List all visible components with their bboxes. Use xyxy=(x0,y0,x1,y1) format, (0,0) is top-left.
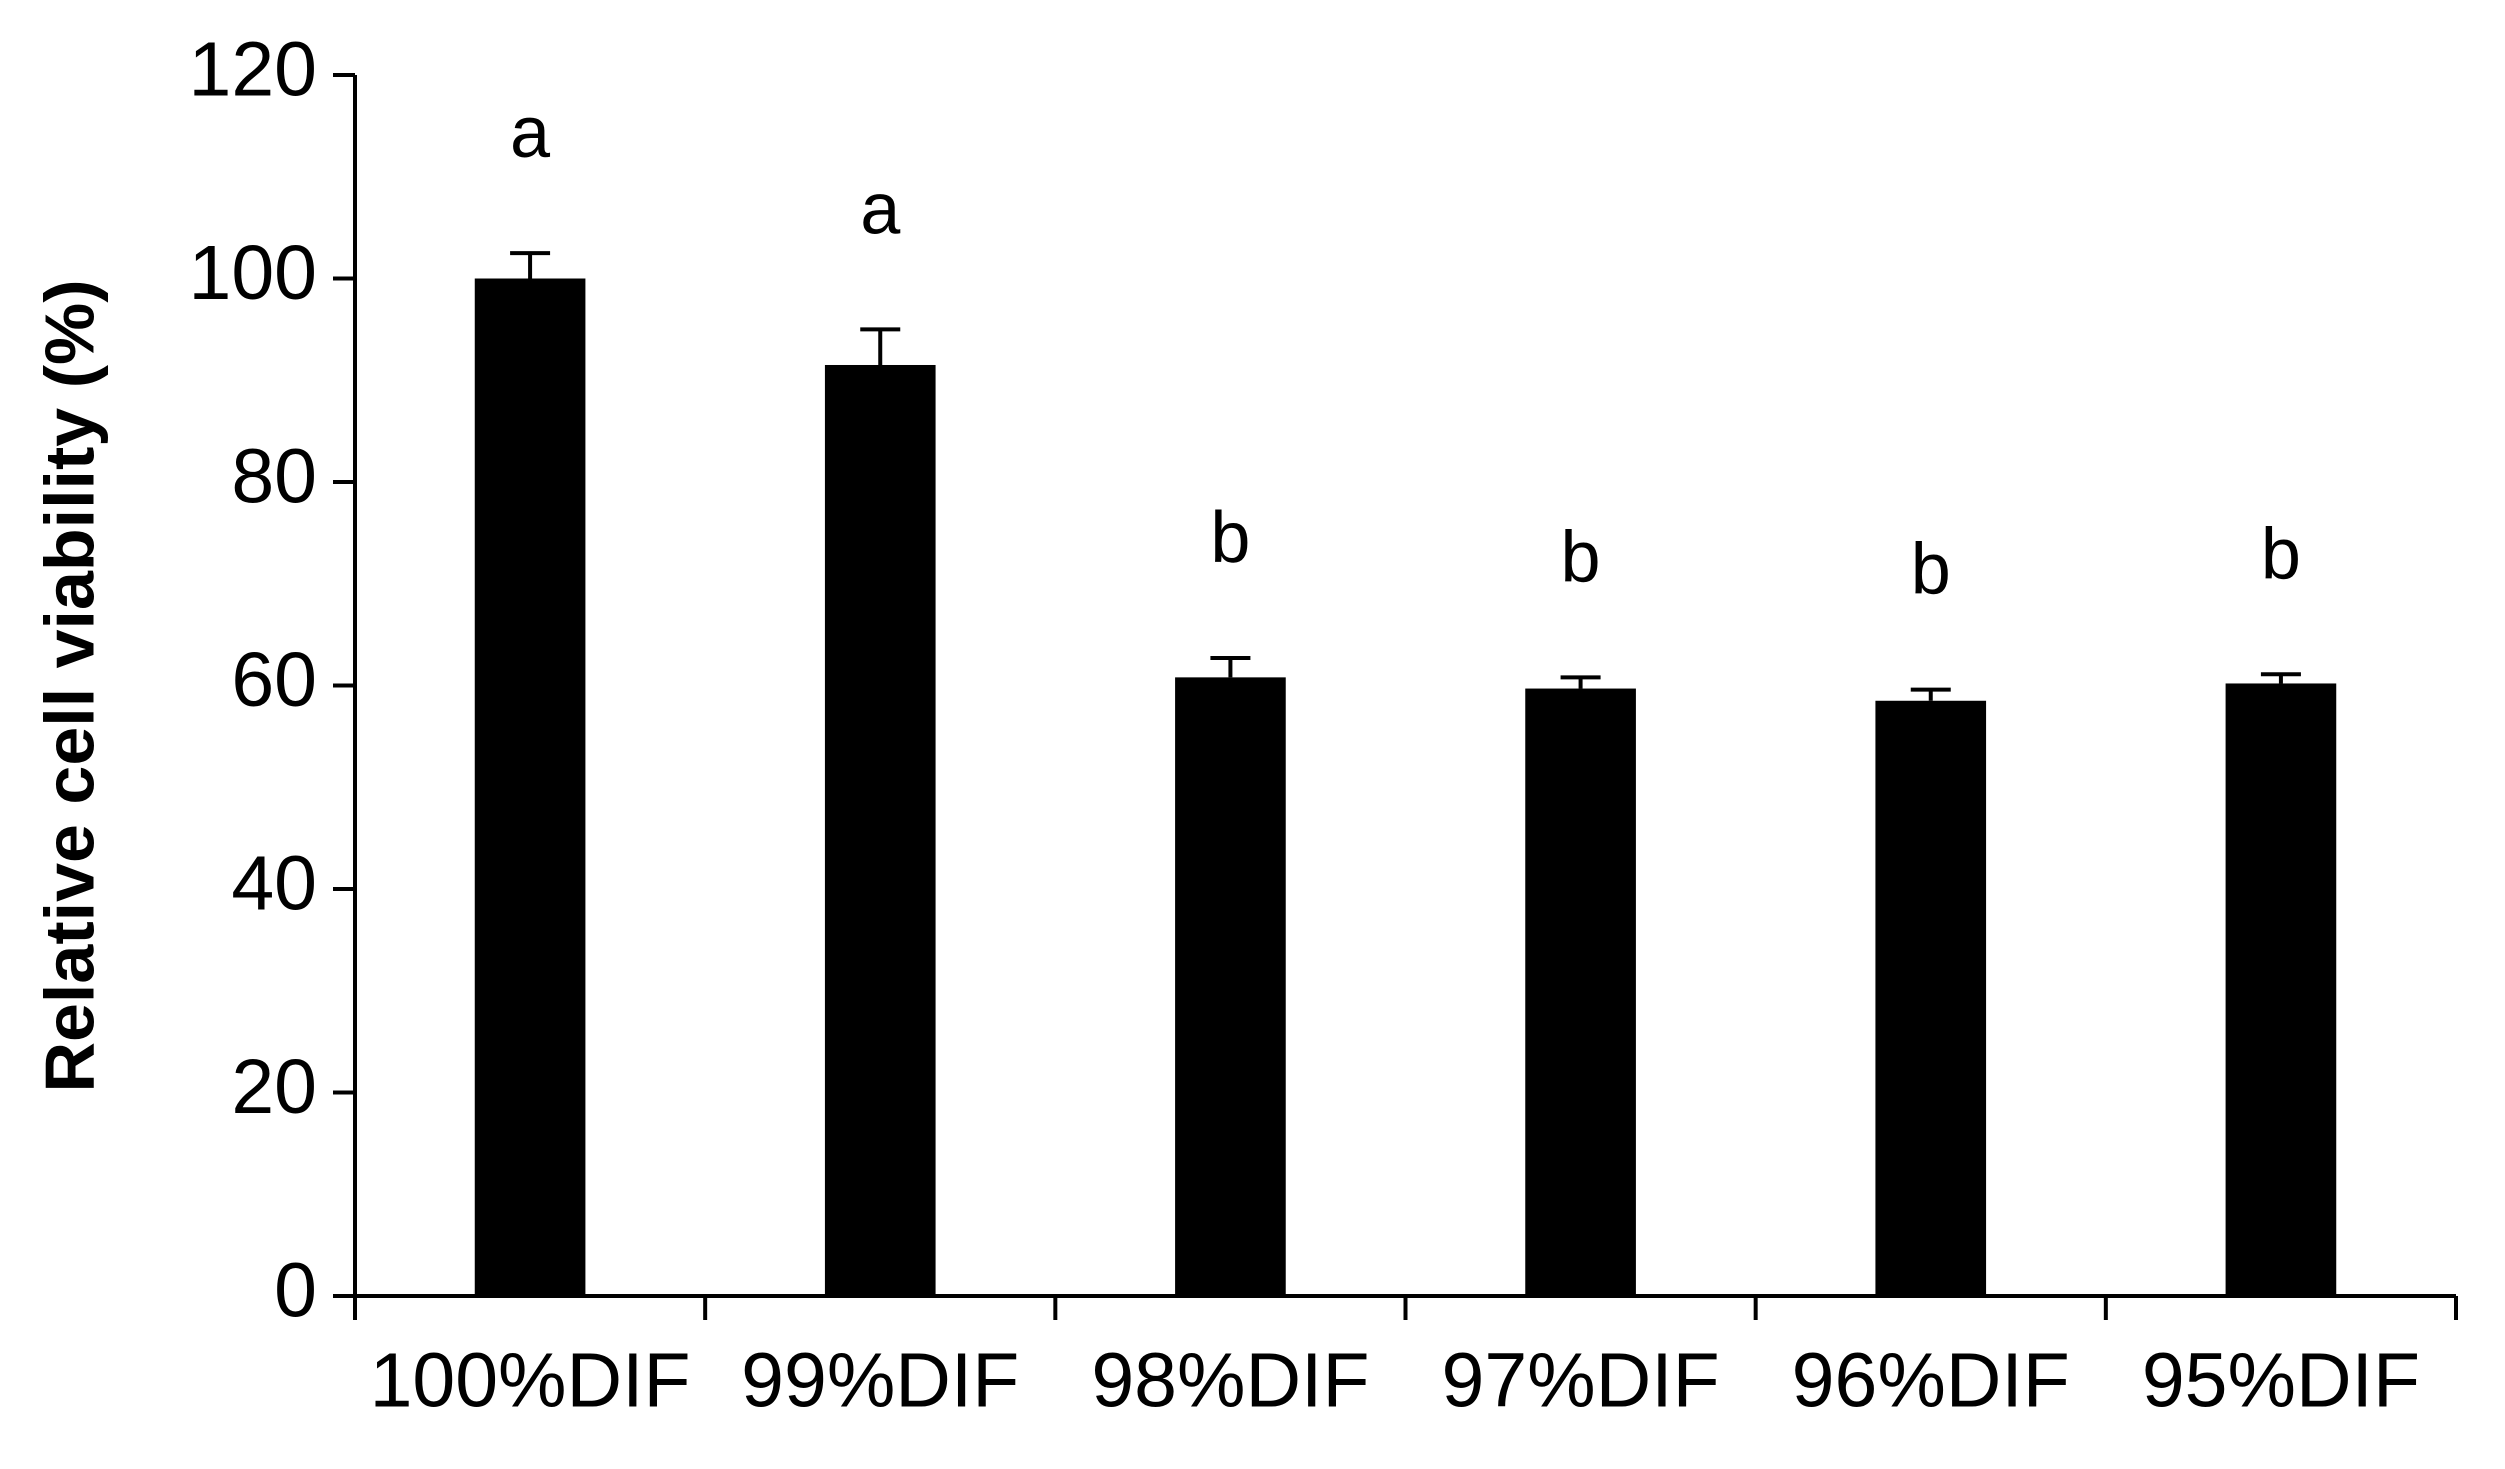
annotation: b xyxy=(1210,498,1250,578)
error-bar xyxy=(1210,656,1251,678)
annotation: a xyxy=(510,93,551,173)
bar xyxy=(474,278,586,1296)
bar xyxy=(1175,677,1286,1296)
x-tick-label: 100%DIF xyxy=(370,1337,691,1423)
error-bar xyxy=(2260,672,2301,684)
annotation: b xyxy=(1561,517,1601,597)
error-bar xyxy=(1910,687,1951,701)
x-tick-label: 95%DIF xyxy=(2142,1337,2420,1423)
error-bar xyxy=(860,327,901,365)
bar xyxy=(824,364,936,1296)
bar xyxy=(2225,683,2337,1296)
annotation: b xyxy=(1911,530,1951,610)
bar xyxy=(1525,688,1636,1296)
x-tick-label: 96%DIF xyxy=(1792,1337,2070,1423)
y-tick-label: 20 xyxy=(231,1044,317,1130)
y-axis-label: Relative cell viability (%) xyxy=(30,279,108,1092)
x-tick-label: 99%DIF xyxy=(741,1337,1019,1423)
annotation: b xyxy=(2261,514,2301,594)
y-tick-label: 120 xyxy=(189,26,317,112)
annotation: a xyxy=(860,169,901,249)
error-bar xyxy=(1560,675,1601,689)
x-tick-label: 97%DIF xyxy=(1442,1337,1720,1423)
y-tick-label: 80 xyxy=(231,433,317,519)
y-tick-label: 100 xyxy=(189,230,317,316)
y-tick-label: 0 xyxy=(274,1247,317,1333)
y-tick-label: 40 xyxy=(231,840,317,926)
y-tick-label: 60 xyxy=(231,637,317,723)
bar xyxy=(1875,700,1987,1296)
x-tick-label: 98%DIF xyxy=(1091,1337,1369,1423)
error-bar xyxy=(510,251,551,279)
